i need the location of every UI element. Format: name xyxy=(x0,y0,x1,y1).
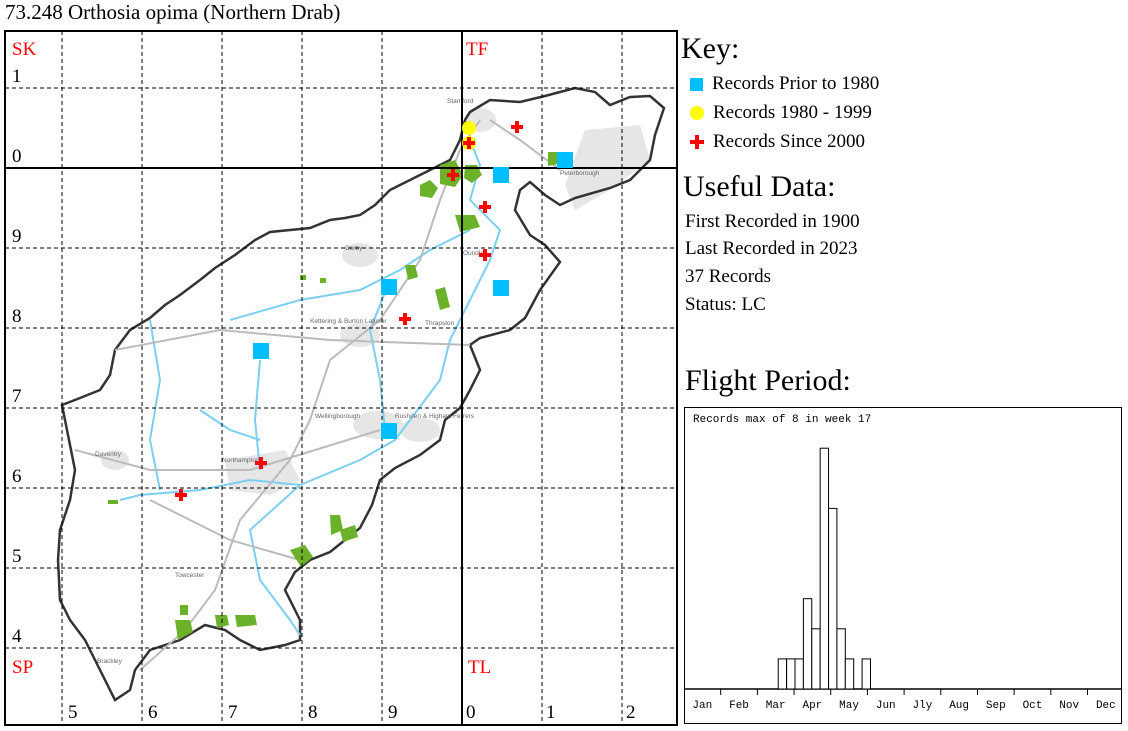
flight-bar-week-18 xyxy=(828,507,838,690)
record-since-2000 xyxy=(255,457,267,469)
month-label: Aug xyxy=(949,700,969,712)
northing-label: 5 xyxy=(12,546,22,567)
month-label: Sep xyxy=(986,700,1006,712)
month-label: Jan xyxy=(692,700,712,712)
northing-label: 4 xyxy=(12,626,22,647)
month-label: Jly xyxy=(913,700,933,712)
record-since-2000 xyxy=(479,201,491,213)
flight-bar-week-14 xyxy=(794,658,804,690)
easting-label: 0 xyxy=(466,702,476,723)
northing-label: 8 xyxy=(12,306,22,327)
key-item-1980-1999: Records 1980 - 1999 xyxy=(690,102,872,124)
last-recorded: Last Recorded in 2023 xyxy=(685,238,858,259)
key-item-prior-1980: Records Prior to 1980 xyxy=(690,73,879,95)
key-label: Records 1980 - 1999 xyxy=(713,102,872,123)
town-label: Towcester xyxy=(175,572,205,579)
flight-period-heading: Flight Period: xyxy=(685,364,851,397)
useful-data-heading: Useful Data: xyxy=(683,170,836,203)
month-label: Dec xyxy=(1096,700,1116,712)
grid-square-label: SK xyxy=(12,39,37,60)
northing-label: 0 xyxy=(12,146,22,167)
northing-label: 1 xyxy=(12,66,22,87)
flight-bar-week-20 xyxy=(844,658,855,690)
town-label: Kettering & Burton Latimer xyxy=(310,318,387,325)
flight-bar-week-15 xyxy=(802,598,813,690)
os-grid xyxy=(4,30,678,726)
easting-label: 6 xyxy=(148,702,158,723)
grid-square-label: TL xyxy=(468,657,491,678)
month-label: Mar xyxy=(766,700,786,712)
flight-bar-week-19 xyxy=(836,628,846,690)
county-map: Stamford Peterborough Corby Oundle Kette… xyxy=(56,86,666,702)
flight-period-chart: Records max of 8 in week 17 Jan Feb Mar Apr… xyxy=(684,407,1122,724)
grid-square-label: SP xyxy=(12,657,33,678)
town-label: Stamford xyxy=(447,98,474,105)
record-since-2000 xyxy=(479,249,491,261)
record-since-2000 xyxy=(175,489,187,501)
record-since-2000 xyxy=(511,121,523,133)
record-since-2000 xyxy=(463,137,475,149)
first-recorded: First Recorded in 1900 xyxy=(685,211,860,232)
square-icon xyxy=(690,77,703,91)
town-label: Peterborough xyxy=(560,170,600,177)
record-prior-1980 xyxy=(493,280,509,296)
record-prior-1980 xyxy=(493,167,509,183)
record-1980-1999 xyxy=(462,121,476,135)
northing-label: 9 xyxy=(12,226,22,247)
easting-label: 5 xyxy=(68,702,78,723)
key-item-since-2000: Records Since 2000 xyxy=(690,131,865,153)
easting-label: 2 xyxy=(626,702,636,723)
flight-bar-week-16 xyxy=(811,628,821,690)
town-label: Oundle xyxy=(463,250,484,257)
town-label: Thrapston xyxy=(425,320,455,327)
easting-label: 8 xyxy=(308,702,318,723)
key-heading: Key: xyxy=(681,32,740,65)
key-label: Records Prior to 1980 xyxy=(712,73,880,94)
month-label: Apr xyxy=(802,700,822,712)
record-since-2000 xyxy=(399,313,411,325)
easting-label: 1 xyxy=(546,702,556,723)
page-title: 73.248 Orthosia opima (Northern Drab) xyxy=(5,0,341,24)
record-since-2000 xyxy=(447,169,459,181)
status: Status: LC xyxy=(685,294,766,315)
town-label: Wellingborough xyxy=(315,413,360,420)
record-prior-1980 xyxy=(381,423,397,439)
town-label: Rushden & Higham Ferrers xyxy=(395,413,475,420)
month-label: Feb xyxy=(729,700,749,712)
easting-label: 7 xyxy=(228,702,238,723)
flight-bar-week-17 xyxy=(819,447,830,690)
northing-label: 6 xyxy=(12,466,22,487)
cross-icon xyxy=(690,135,704,149)
month-label: Oct xyxy=(1023,700,1043,712)
town-label: Northampton xyxy=(222,457,260,464)
record-prior-1980 xyxy=(381,279,397,295)
month-label: Jun xyxy=(876,700,896,712)
month-label: Nov xyxy=(1059,700,1079,712)
map-border xyxy=(4,30,678,726)
town-label: Corby xyxy=(345,245,363,252)
town-label: Brackley xyxy=(97,658,123,665)
easting-label: 9 xyxy=(388,702,398,723)
record-markers xyxy=(175,121,573,501)
town-label: Daventry xyxy=(95,451,122,458)
flight-bar-week-13 xyxy=(786,658,796,690)
record-prior-1980 xyxy=(557,152,573,168)
key-label: Records Since 2000 xyxy=(713,131,865,152)
distribution-map: Stamford Peterborough Corby Oundle Kette… xyxy=(4,30,678,726)
flight-bar-week-22 xyxy=(861,658,871,690)
chart-annotation: Records max of 8 in week 17 xyxy=(693,414,872,426)
record-count: 37 Records xyxy=(685,266,772,287)
northing-label: 7 xyxy=(12,386,22,407)
month-label: May xyxy=(839,700,859,712)
flight-bar-week-12 xyxy=(777,658,788,690)
record-prior-1980 xyxy=(253,343,269,359)
circle-icon xyxy=(690,106,704,120)
grid-square-label: TF xyxy=(466,39,488,60)
